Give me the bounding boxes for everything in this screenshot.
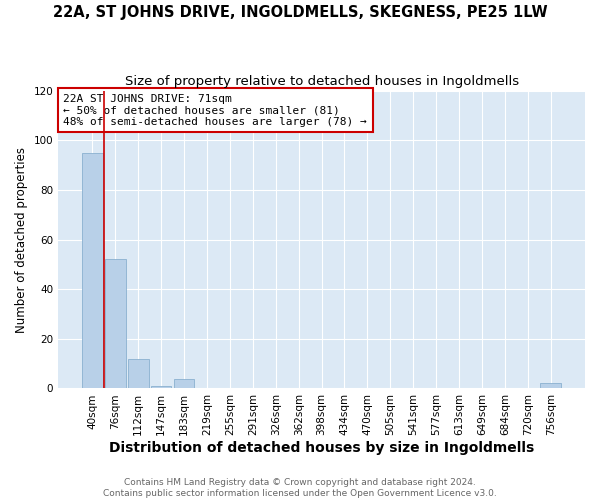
Title: Size of property relative to detached houses in Ingoldmells: Size of property relative to detached ho…: [125, 75, 518, 88]
Bar: [128, 358, 149, 388]
X-axis label: Distribution of detached houses by size in Ingoldmells: Distribution of detached houses by size …: [109, 441, 534, 455]
Text: 22A ST JOHNS DRIVE: 71sqm
← 50% of detached houses are smaller (81)
48% of semi-: 22A ST JOHNS DRIVE: 71sqm ← 50% of detac…: [64, 94, 367, 126]
Bar: [151, 386, 172, 388]
Bar: [82, 152, 103, 388]
Text: 22A, ST JOHNS DRIVE, INGOLDMELLS, SKEGNESS, PE25 1LW: 22A, ST JOHNS DRIVE, INGOLDMELLS, SKEGNE…: [53, 5, 547, 20]
Y-axis label: Number of detached properties: Number of detached properties: [15, 146, 28, 332]
Bar: [105, 260, 125, 388]
Bar: [174, 378, 194, 388]
Text: Contains HM Land Registry data © Crown copyright and database right 2024.
Contai: Contains HM Land Registry data © Crown c…: [103, 478, 497, 498]
Bar: [541, 384, 561, 388]
